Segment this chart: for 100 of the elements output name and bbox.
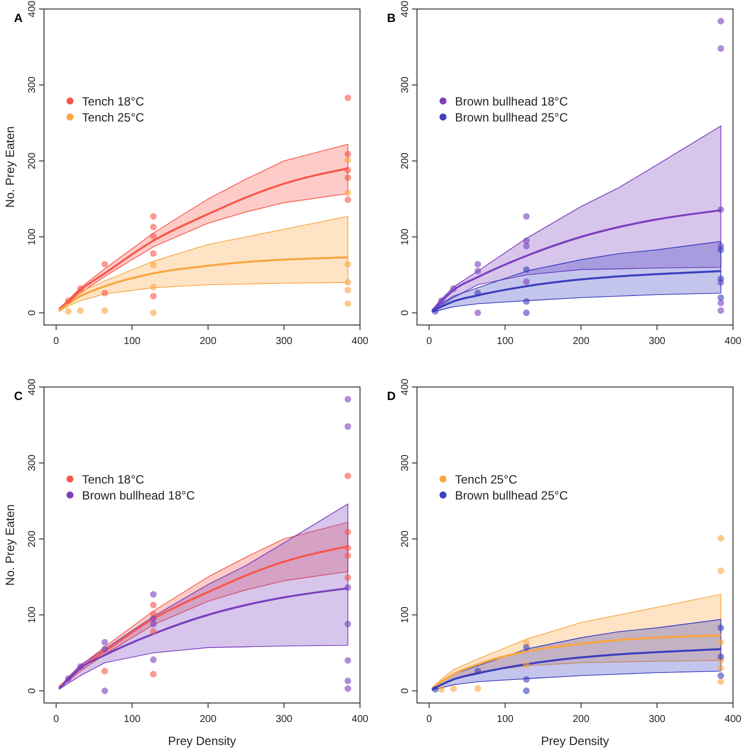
point: [450, 685, 457, 692]
chart-title: D: [387, 389, 396, 403]
legend-label: Tench 25°C: [455, 472, 518, 486]
point: [523, 278, 530, 285]
point: [718, 18, 724, 24]
point: [150, 670, 157, 678]
x-tick-label: 200: [572, 714, 590, 725]
legend-label: Brown bullhead 18°C: [455, 94, 568, 108]
chart-title: A: [14, 11, 23, 25]
legend-label: Tench 18°C: [82, 94, 144, 108]
point: [150, 591, 157, 598]
point: [101, 688, 108, 694]
point: [344, 657, 352, 664]
point: [344, 574, 352, 581]
point: [718, 624, 724, 632]
y-tick-label: 300: [400, 76, 411, 94]
point: [344, 396, 352, 402]
x-tick-label: 200: [200, 714, 217, 725]
point: [344, 174, 352, 181]
point: [344, 94, 352, 102]
point: [344, 678, 352, 684]
point: [344, 584, 352, 591]
point: [523, 644, 530, 651]
point: [101, 307, 108, 314]
y-tick-label: 400: [27, 378, 38, 396]
x-tick-label: 100: [124, 714, 141, 725]
point: [523, 662, 530, 668]
y-tick-label: 100: [27, 228, 38, 246]
point: [344, 552, 352, 559]
point: [101, 646, 108, 652]
point: [344, 423, 352, 430]
point: [150, 602, 157, 608]
y-axis-title: No. Prey Eaten: [3, 126, 17, 208]
y-tick-label: 0: [400, 688, 411, 694]
x-tick-label: 0: [426, 336, 432, 347]
point: [101, 260, 108, 268]
y-tick-label: 400: [27, 0, 38, 18]
point: [718, 678, 724, 686]
y-tick-label: 0: [27, 310, 38, 316]
x-tick-label: 300: [648, 714, 666, 725]
point: [344, 300, 352, 308]
point: [150, 620, 157, 628]
point: [438, 686, 445, 693]
y-tick-label: 200: [27, 152, 38, 170]
point: [718, 534, 724, 542]
x-tick-label: 0: [53, 336, 60, 347]
point: [718, 294, 724, 301]
point: [150, 224, 157, 230]
point: [523, 688, 530, 694]
point: [523, 310, 530, 316]
point: [77, 663, 84, 670]
point: [523, 213, 530, 220]
point: [150, 262, 157, 268]
point: [450, 285, 457, 292]
point: [344, 260, 352, 268]
x-tick-label: 400: [724, 336, 742, 347]
point: [65, 675, 72, 682]
line-series: [58, 256, 349, 312]
point: [718, 275, 724, 282]
point: [523, 298, 530, 305]
point: [718, 206, 724, 213]
point: [718, 307, 724, 314]
y-tick-label: 100: [400, 606, 411, 624]
point: [718, 672, 724, 679]
y-tick-label: 300: [27, 454, 38, 472]
point: [718, 246, 724, 254]
point: [150, 284, 157, 290]
x-tick-label: 0: [426, 714, 432, 725]
point: [432, 686, 439, 693]
point: [150, 213, 157, 220]
y-tick-label: 200: [400, 530, 411, 548]
legend-label: Brown bullhead 25°C: [455, 488, 568, 502]
point: [344, 472, 352, 480]
point: [344, 620, 352, 628]
point: [474, 668, 482, 674]
legend-label: Brown bullhead 25°C: [455, 110, 568, 124]
y-tick-label: 100: [27, 606, 38, 624]
legend-label: Brown bullhead 18°C: [82, 488, 196, 502]
point: [150, 628, 157, 635]
point: [523, 266, 530, 273]
point: [150, 310, 157, 316]
y-tick-label: 200: [27, 530, 38, 548]
point: [77, 285, 84, 292]
y-tick-label: 400: [400, 378, 411, 396]
chart-title: C: [14, 389, 23, 403]
point: [344, 166, 352, 174]
point: [344, 279, 352, 286]
point: [718, 45, 724, 52]
point: [101, 290, 108, 296]
point: [523, 676, 530, 683]
point: [150, 656, 157, 663]
chart-title: B: [387, 11, 396, 25]
x-tick-label: 400: [724, 714, 742, 725]
x-tick-label: 400: [352, 714, 369, 725]
y-tick-label: 300: [400, 454, 411, 472]
point: [523, 242, 530, 250]
y-tick-label: 0: [27, 688, 38, 694]
point: [344, 544, 352, 552]
x-tick-label: 300: [276, 336, 293, 347]
x-axis-title: Prey Density: [168, 734, 236, 748]
